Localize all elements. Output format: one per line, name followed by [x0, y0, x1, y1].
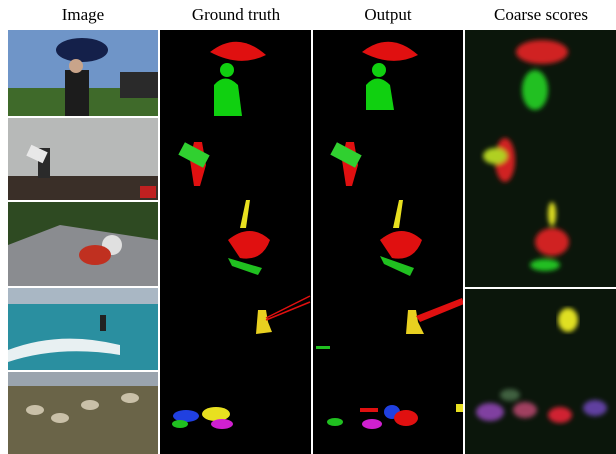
gt-sheep [172, 420, 188, 428]
out-sheep [362, 419, 382, 429]
out-sheep [456, 404, 464, 412]
coarse-person [558, 308, 578, 332]
coarse-separator [465, 287, 616, 289]
out-board [380, 256, 414, 276]
out-sheep [360, 408, 378, 412]
image-spray [8, 338, 120, 362]
image-sheep [26, 405, 44, 415]
column-header: Output [364, 5, 412, 24]
row-2 [8, 118, 515, 200]
coarse-sheep [548, 407, 572, 423]
gt-sheep [202, 407, 230, 421]
image-person [100, 315, 106, 331]
image-rocks [8, 176, 158, 200]
image-umbrella [56, 38, 108, 62]
row-5 [8, 372, 607, 454]
out-head [372, 63, 386, 77]
image-sheep [121, 393, 139, 403]
row-3 [8, 200, 569, 286]
image-board [26, 144, 48, 164]
image-sky [8, 288, 158, 304]
image-vehicle [120, 72, 158, 98]
image-face [69, 59, 83, 73]
coarse-board [530, 259, 560, 271]
gt-sheep [211, 419, 233, 429]
gt-head [220, 63, 234, 77]
gt-umbrella [210, 41, 266, 61]
coarse-person [522, 70, 548, 110]
image-sheep [51, 413, 69, 423]
out-sheep [327, 418, 343, 426]
out-lines [416, 298, 464, 322]
coarse-blobs [516, 40, 568, 110]
image-rider [79, 245, 111, 265]
gt-person [214, 78, 242, 116]
coarse-umbrella [516, 40, 568, 64]
gt-sheep [173, 410, 199, 422]
image-sheep [81, 400, 99, 410]
coarse-pole [548, 202, 556, 226]
out-board [330, 142, 362, 168]
coarse-blobs [483, 138, 515, 182]
image-logo [140, 186, 156, 198]
coarse-sheep [583, 400, 607, 416]
coarse-sheep [513, 402, 537, 418]
gt-board [178, 142, 210, 168]
image-sky [8, 372, 158, 386]
gt-board [228, 258, 262, 275]
out-person [380, 231, 422, 259]
out-noise [316, 346, 330, 349]
column-header: Ground truth [192, 5, 281, 24]
coarse-sheep [476, 403, 504, 421]
out-pole [393, 200, 403, 228]
out-person [366, 78, 394, 110]
coarse-blobs [530, 202, 569, 271]
gt-person [256, 310, 272, 334]
gt-person [228, 231, 270, 259]
coarse-blobs [558, 308, 578, 332]
separator [463, 30, 465, 454]
column-header: Coarse scores [494, 5, 588, 24]
coarse-board [483, 148, 507, 164]
coarse-sheep [500, 389, 520, 401]
gt-lines [265, 295, 311, 321]
column-header: Image [62, 5, 104, 24]
coarse-person [535, 228, 569, 256]
coarse-blobs [476, 389, 607, 423]
gt-pole [240, 200, 250, 228]
out-person [406, 310, 424, 334]
row-1 [8, 30, 568, 116]
separator [311, 30, 313, 454]
out-sheep [394, 410, 418, 426]
image-person [65, 70, 89, 116]
row-4 [8, 287, 616, 370]
out-umbrella [362, 41, 418, 61]
